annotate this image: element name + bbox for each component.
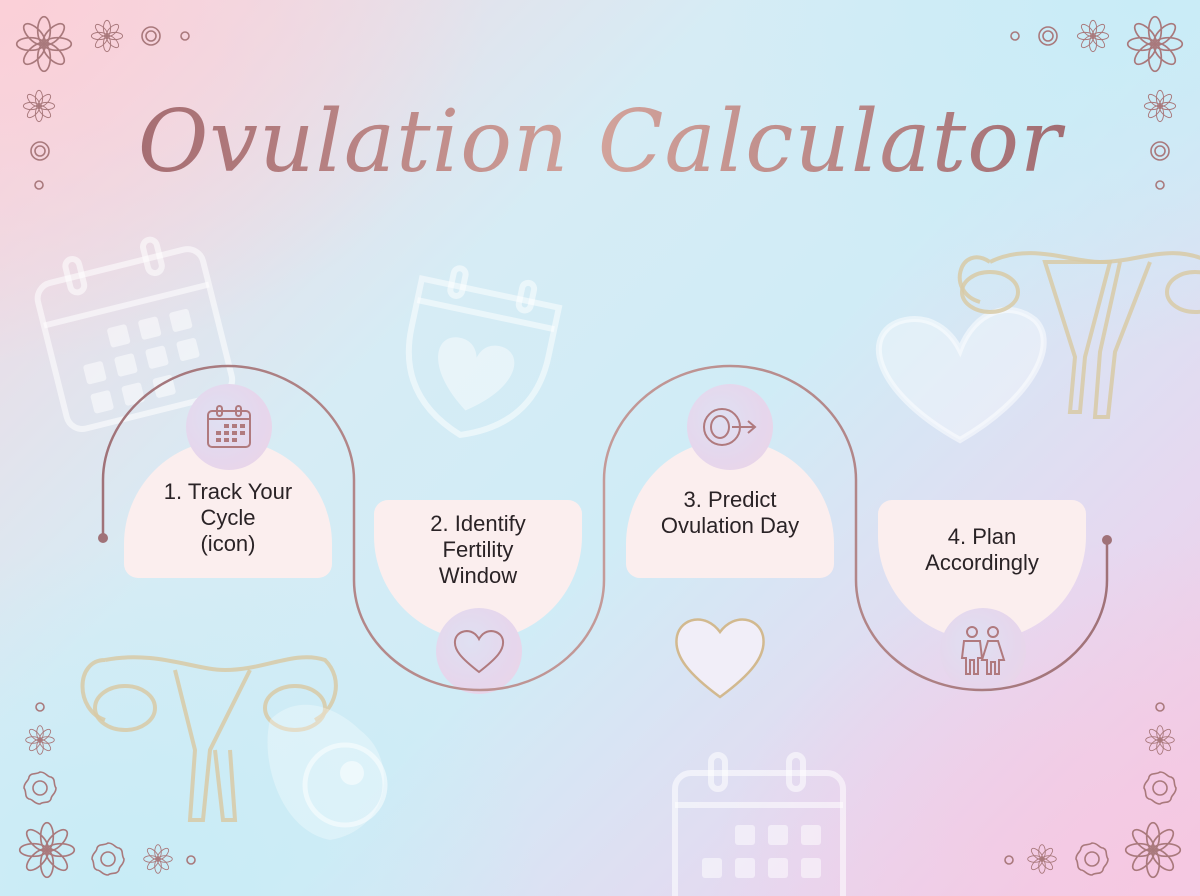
- dot-icon: [1010, 31, 1020, 41]
- step-4-label: 4. Plan Accordingly: [925, 524, 1039, 575]
- rosette-icon: [1075, 842, 1109, 876]
- egg-arrow-icon: [703, 408, 757, 446]
- couple-icon: [960, 626, 1006, 675]
- rosette-icon: [1143, 771, 1177, 805]
- dot-icon: [1004, 855, 1014, 865]
- egg-cell-icon: [267, 704, 388, 840]
- ring-icon: [1038, 26, 1058, 46]
- page-title: Ovulation Calculator: [0, 92, 1200, 192]
- rosette-icon: [23, 771, 57, 805]
- step-2-icon-bubble: [436, 608, 522, 694]
- rosette-icon: [91, 842, 125, 876]
- flower-icon: [1027, 844, 1057, 874]
- flower-icon: [15, 15, 73, 73]
- flower-icon: [143, 844, 173, 874]
- step-1-icon-bubble: [186, 384, 272, 470]
- flower-icon: [1126, 15, 1184, 73]
- ring-icon: [141, 26, 161, 46]
- flower-icon: [18, 821, 76, 879]
- flower-icon: [1145, 725, 1175, 755]
- dot-icon: [34, 180, 44, 190]
- dot-icon: [1155, 180, 1165, 190]
- flower-icon: [90, 19, 124, 53]
- flower-icon: [1076, 19, 1110, 53]
- calendar-icon: [672, 752, 846, 896]
- dot-icon: [180, 31, 190, 41]
- step-3-icon-bubble: [687, 384, 773, 470]
- dot-icon: [1155, 702, 1165, 712]
- step-4-icon-bubble: [940, 608, 1026, 694]
- step-1-label: 1. Track Your Cycle (icon): [163, 479, 293, 556]
- dot-icon: [35, 702, 45, 712]
- calendar-icon: [207, 405, 251, 448]
- flower-icon: [1124, 821, 1182, 879]
- dot-icon: [186, 855, 196, 865]
- flower-icon: [25, 725, 55, 755]
- step-3-label: 3. Predict Ovulation Day: [660, 487, 800, 538]
- heart-icon: [453, 630, 505, 674]
